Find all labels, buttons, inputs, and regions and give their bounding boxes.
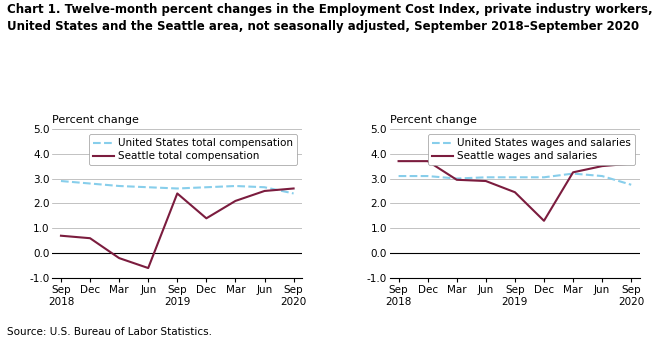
- Seattle total compensation: [144, 266, 152, 270]
- Seattle total compensation: [115, 256, 123, 260]
- Line: United States wages and salaries: United States wages and salaries: [398, 174, 631, 185]
- United States wages and salaries: [540, 175, 548, 179]
- United States total compensation: [290, 192, 298, 196]
- Seattle total compensation: [173, 192, 181, 196]
- Seattle wages and salaries: [598, 164, 606, 168]
- United States wages and salaries: [453, 177, 460, 181]
- United States total compensation: [173, 186, 181, 191]
- United States total compensation: [57, 179, 65, 183]
- United States wages and salaries: [482, 175, 490, 179]
- Seattle wages and salaries: [424, 159, 432, 163]
- Seattle total compensation: [232, 199, 240, 203]
- United States total compensation: [261, 185, 268, 189]
- Line: Seattle wages and salaries: Seattle wages and salaries: [398, 161, 631, 221]
- Seattle total compensation: [202, 216, 210, 220]
- United States wages and salaries: [424, 174, 432, 178]
- Seattle total compensation: [290, 186, 298, 191]
- United States total compensation: [86, 181, 94, 185]
- Seattle wages and salaries: [482, 179, 490, 183]
- United States total compensation: [232, 184, 240, 188]
- Seattle total compensation: [261, 189, 268, 193]
- Seattle total compensation: [86, 236, 94, 240]
- Seattle wages and salaries: [569, 170, 577, 174]
- Seattle wages and salaries: [394, 159, 402, 163]
- Seattle total compensation: [57, 234, 65, 238]
- Text: Chart 1. Twelve-month percent changes in the Employment Cost Index, private indu: Chart 1. Twelve-month percent changes in…: [7, 3, 652, 33]
- Line: Seattle total compensation: Seattle total compensation: [61, 188, 294, 268]
- Text: Percent change: Percent change: [52, 116, 139, 125]
- Seattle wages and salaries: [453, 178, 460, 182]
- Legend: United States wages and salaries, Seattle wages and salaries: United States wages and salaries, Seattl…: [428, 134, 635, 165]
- United States wages and salaries: [598, 174, 606, 178]
- Line: United States total compensation: United States total compensation: [61, 181, 294, 194]
- United States total compensation: [144, 185, 152, 189]
- Seattle wages and salaries: [540, 219, 548, 223]
- Seattle wages and salaries: [628, 162, 635, 166]
- Legend: United States total compensation, Seattle total compensation: United States total compensation, Seattl…: [89, 134, 297, 165]
- United States wages and salaries: [628, 183, 635, 187]
- United States total compensation: [115, 184, 123, 188]
- United States total compensation: [202, 185, 210, 189]
- United States wages and salaries: [394, 174, 402, 178]
- Seattle wages and salaries: [511, 190, 519, 194]
- Text: Source: U.S. Bureau of Labor Statistics.: Source: U.S. Bureau of Labor Statistics.: [7, 327, 212, 337]
- Text: Percent change: Percent change: [390, 116, 477, 125]
- United States wages and salaries: [511, 175, 519, 179]
- United States wages and salaries: [569, 172, 577, 176]
